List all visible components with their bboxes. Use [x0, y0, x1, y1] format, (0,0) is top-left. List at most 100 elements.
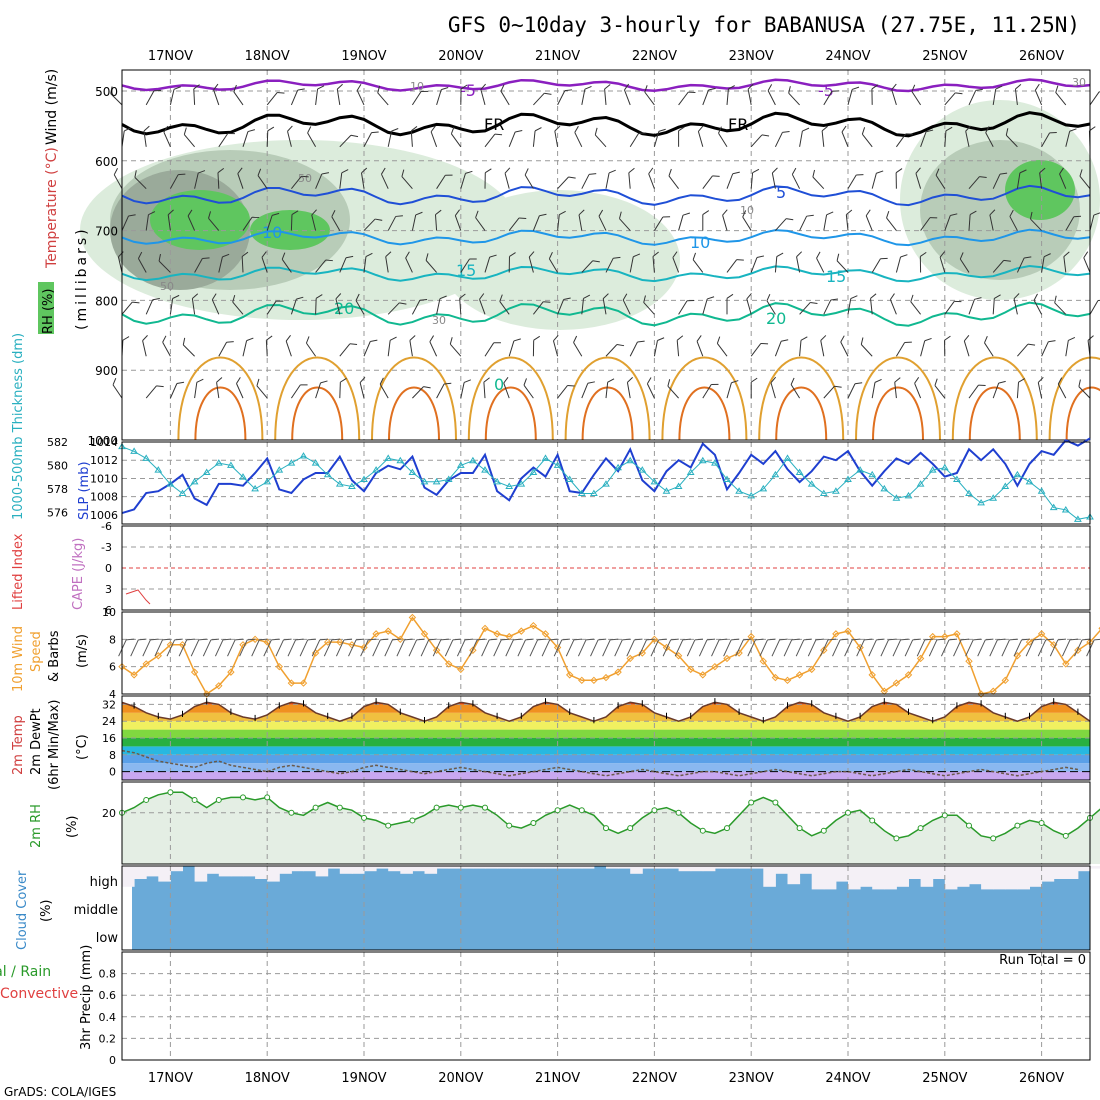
thickness-marker [783, 454, 792, 461]
wind-barb [750, 134, 770, 148]
surface-wind-barb [953, 638, 970, 657]
contour-label: 10 [740, 204, 754, 217]
barb-staff [287, 639, 297, 657]
surface-wind-barb [348, 638, 365, 657]
top-date-axis: 17NOV 18NOV 19NOV 20NOV 21NOV 22NOV 23NOV 24NOV… [148, 49, 1064, 64]
wind-barb [726, 85, 735, 105]
barb-flag [786, 218, 794, 221]
barb-staff [598, 215, 607, 231]
barb-staff [436, 89, 442, 106]
wind-speed-marker [650, 635, 659, 644]
barb-staff [285, 340, 292, 357]
surface-wind-barb [1001, 638, 1018, 657]
thickness-line [121, 446, 1091, 520]
wind-barb [265, 335, 273, 357]
barb-flag [637, 340, 645, 343]
wind-barb [919, 251, 927, 273]
wind-tick: 8 [109, 633, 116, 646]
barb-flag [678, 126, 685, 132]
barb-flag [803, 638, 812, 641]
wind-barb [629, 340, 645, 357]
wind-barb [750, 168, 760, 189]
wind-barb [145, 211, 156, 231]
wind-barb [475, 210, 486, 231]
surface-wind-barb [166, 638, 183, 657]
wind-barb [1033, 293, 1043, 315]
rh2m-marker [506, 822, 513, 829]
barb-flag [475, 210, 479, 218]
wind-speed-marker [699, 671, 707, 679]
barb-staff [363, 132, 372, 148]
barb-staff [163, 131, 171, 147]
wind-barb [963, 335, 970, 357]
barb-flag [959, 252, 964, 260]
high-cloud-gap [243, 866, 256, 877]
wind-barb [767, 84, 776, 106]
barb-staff [581, 383, 589, 399]
high-cloud-gap [956, 866, 970, 887]
barb-staff [880, 639, 889, 657]
barb-staff [968, 214, 971, 231]
barb-flag [404, 638, 413, 641]
barb-flag [319, 638, 328, 641]
wind-speed-marker [638, 649, 647, 657]
wind-barb [290, 210, 299, 231]
surface-wind-barb [154, 638, 171, 657]
wind-barb [557, 210, 566, 231]
date-label: 26NOV [1019, 49, 1064, 64]
barb-flag [143, 125, 150, 132]
barb-flag [534, 127, 542, 132]
wind-barb [775, 218, 794, 231]
barb-staff [1016, 257, 1025, 273]
thickness-marker [166, 480, 175, 487]
barb-flag [925, 129, 934, 133]
barb-flag [874, 379, 882, 383]
thickness-marker [590, 489, 598, 497]
barb-flag [806, 214, 814, 217]
barb-flag [183, 127, 187, 135]
barb-flag [796, 251, 803, 258]
barb-staff [425, 260, 437, 273]
barb-flag [743, 638, 752, 641]
wind-barb [218, 341, 234, 357]
barb-staff [836, 260, 849, 273]
wind-barb [339, 377, 347, 399]
barb-flag [985, 638, 994, 641]
barb-staff [121, 215, 129, 231]
barb-flag [998, 380, 1006, 384]
wind-barb [992, 294, 1001, 315]
barb-staff [167, 214, 171, 231]
thickness-marker [311, 459, 320, 466]
barb-flag [850, 295, 858, 300]
barb-staff [241, 256, 244, 273]
high-cloud-gap [993, 866, 1006, 890]
wind-speed-marker [674, 652, 683, 660]
barb-flag [750, 377, 758, 383]
barb-staff [384, 639, 393, 657]
barb-staff [113, 174, 123, 189]
wind-barb [581, 173, 597, 189]
barb-flag [1054, 295, 1057, 303]
barb-flag [350, 134, 359, 138]
high-cloud-gap [727, 866, 740, 869]
wind-barb [965, 125, 972, 147]
barb-staff [444, 639, 454, 657]
barb-flag [1033, 638, 1042, 641]
wind-barb [113, 168, 123, 189]
barb-staff [287, 131, 292, 147]
barb-staff [454, 215, 462, 231]
barb-flag [820, 335, 827, 341]
surface-wind-barb [590, 638, 607, 657]
thickness-marker [130, 447, 138, 454]
warm-contour [775, 386, 828, 441]
surface-wind-barb [735, 638, 752, 657]
barb-flag [604, 84, 611, 90]
barb-staff [895, 133, 907, 148]
barb-staff [251, 639, 260, 657]
surface-wind-barb [311, 638, 328, 657]
wind-barb [1039, 167, 1046, 189]
thickness-marker [880, 484, 889, 492]
wind-barb [1078, 379, 1091, 399]
barb-flag [761, 134, 770, 137]
thickness-marker [819, 489, 828, 497]
